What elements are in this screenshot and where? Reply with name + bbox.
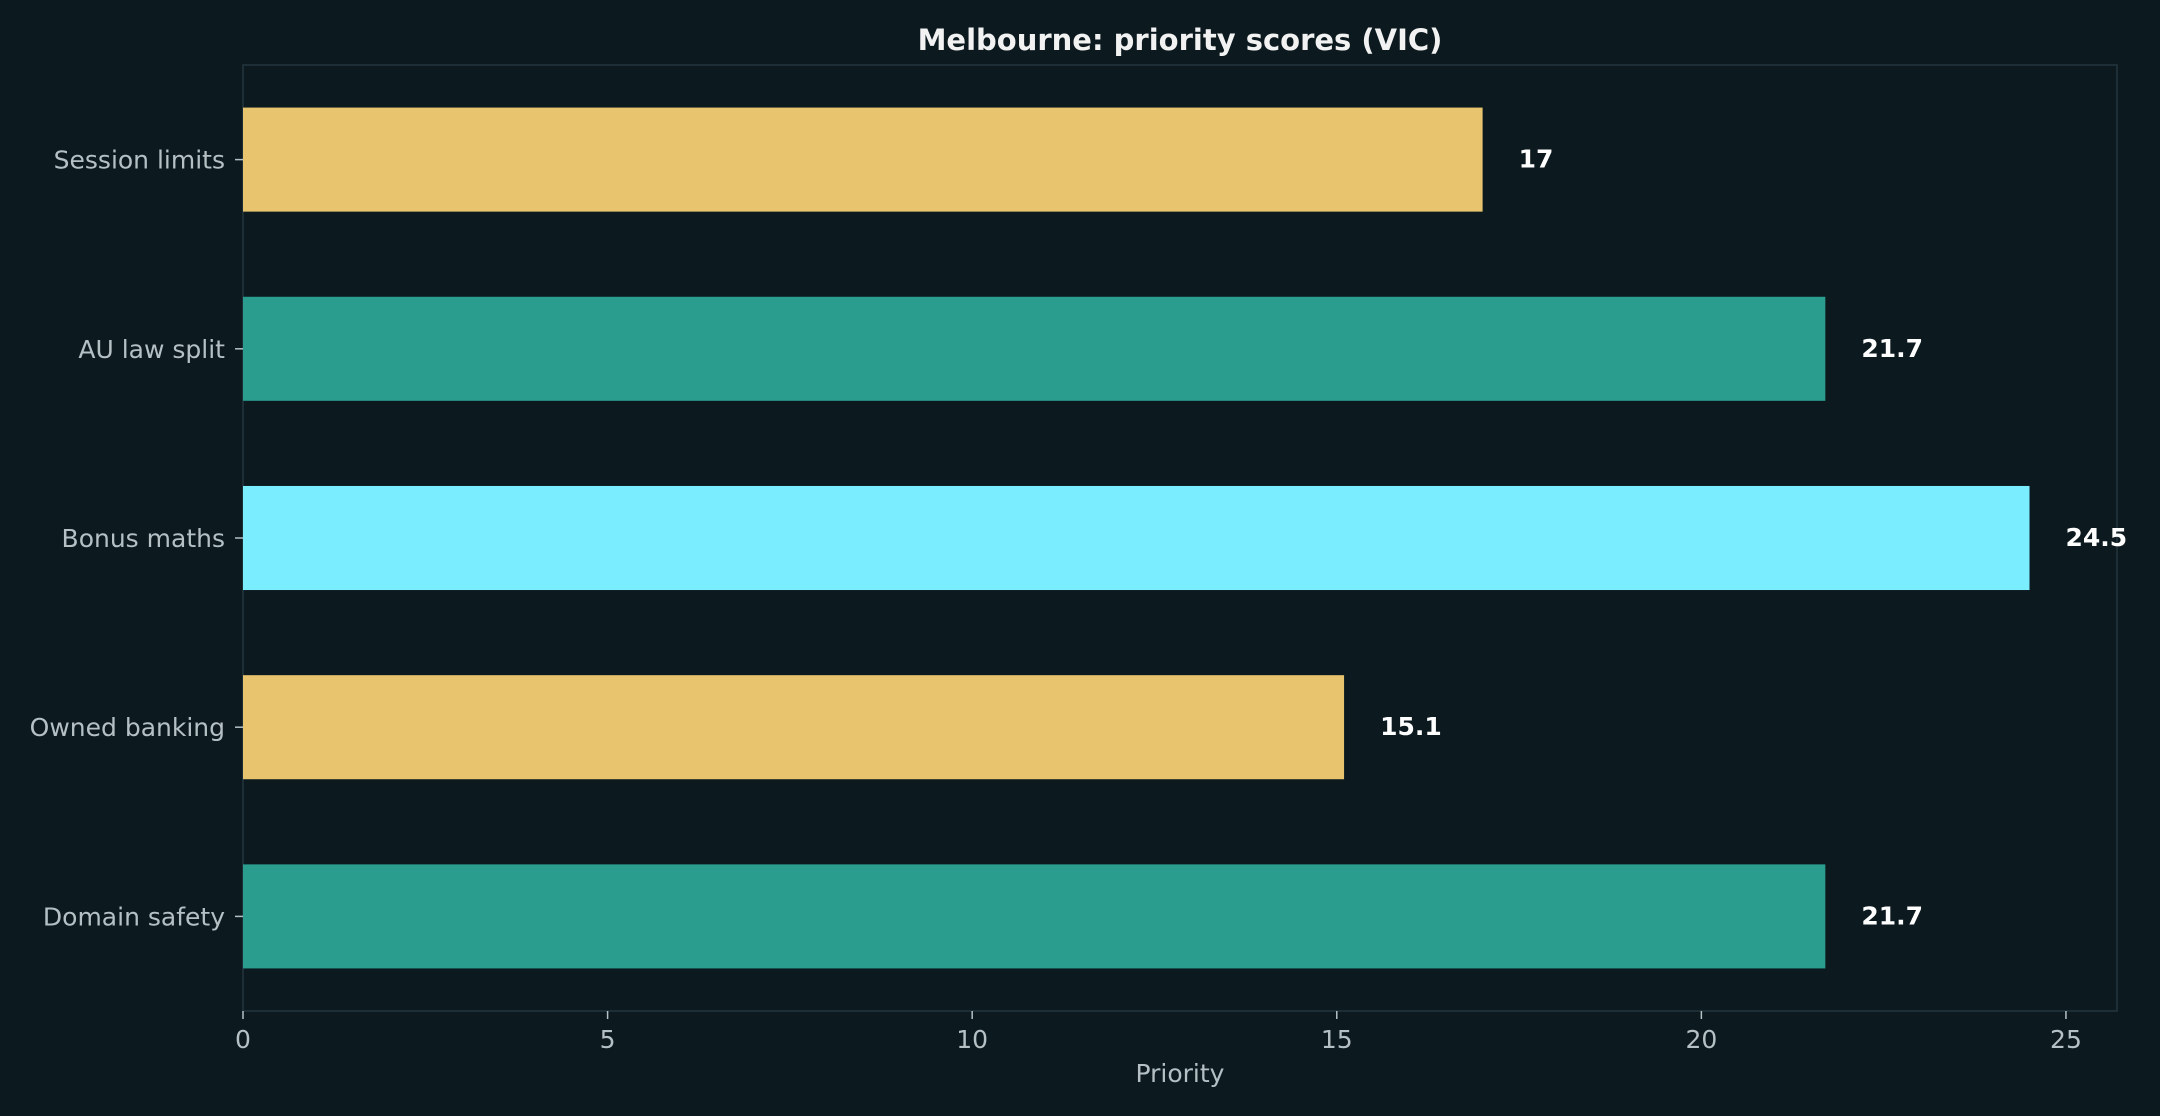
category-label: Bonus maths [62,524,225,553]
category-label: AU law split [78,335,225,364]
x-tick-label: 10 [956,1025,988,1054]
value-label: 24.5 [2065,523,2127,552]
bar-session-limits [243,107,1483,212]
value-label: 21.7 [1861,334,1923,363]
value-label: 21.7 [1861,901,1923,930]
x-tick-label: 20 [1685,1025,1717,1054]
y-axis: Session limits AU law split Bonus maths Own… [30,146,243,931]
category-label: Domain safety [43,902,225,931]
value-label: 15.1 [1380,712,1442,741]
category-label: Owned banking [30,713,225,742]
bars-group [243,107,2030,969]
x-tick-label: 5 [600,1025,616,1054]
value-label: 17 [1519,145,1554,174]
x-tick-label: 0 [235,1025,251,1054]
category-label: Session limits [54,146,225,175]
x-axis: 0 5 10 15 20 25 [235,1011,2082,1054]
x-axis-title: Priority [1136,1059,1225,1088]
x-tick-label: 25 [2050,1025,2082,1054]
bar-au-law-split [243,296,1826,401]
chart-title: Melbourne: priority scores (VIC) [918,23,1443,57]
bar-domain-safety [243,864,1826,969]
bar-bonus-maths [243,485,2030,591]
bar-owned-banking [243,675,1345,780]
x-tick-label: 15 [1321,1025,1353,1054]
value-labels-group: 17 21.7 24.5 15.1 21.7 [1380,145,2127,931]
